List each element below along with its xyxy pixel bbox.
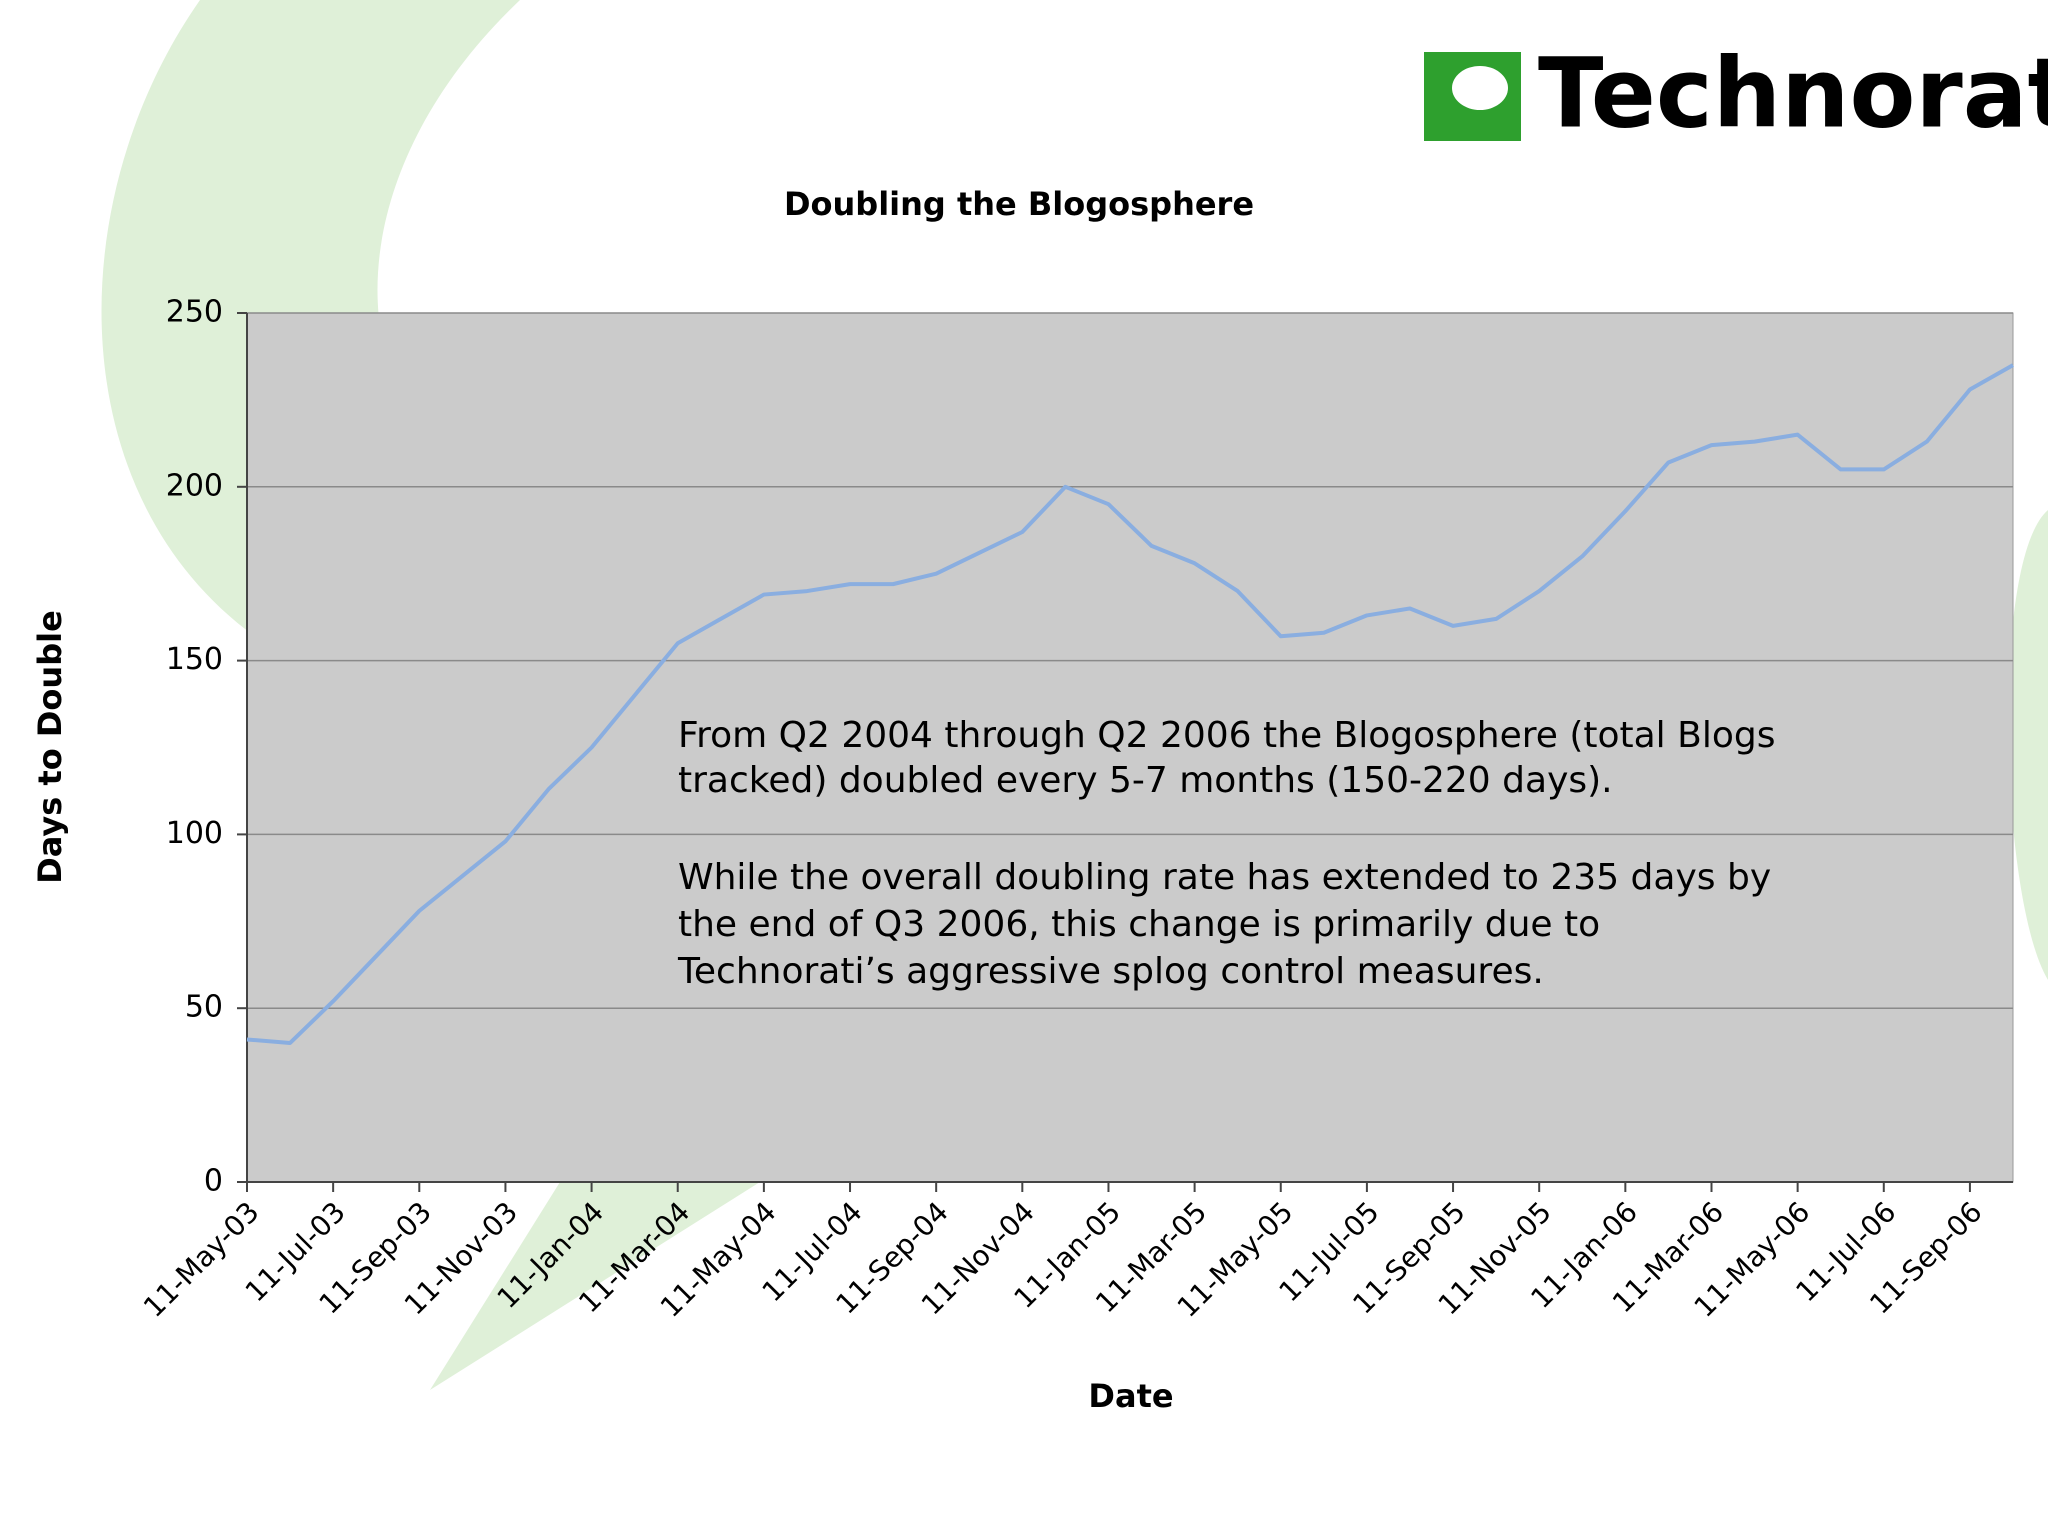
y-tick-label: 100	[166, 816, 223, 851]
background-arc	[430, 1182, 760, 1390]
annotation: Technorati’s aggressive splog control me…	[677, 951, 1544, 992]
y-tick-label: 150	[166, 642, 223, 677]
data-line	[246, 363, 2014, 1045]
y-tick-label: 50	[185, 990, 223, 1025]
annotation: tracked) doubled every 5-7 months (150-2…	[678, 760, 1613, 801]
x-tick-label: 11-May-03	[137, 1195, 266, 1324]
annotation: the end of Q3 2006, this change is prima…	[678, 904, 1600, 945]
logo-text: Technorati	[1538, 37, 2048, 149]
annotation: From Q2 2004 through Q2 2006 the Blogosp…	[678, 715, 1775, 756]
y-tick-label: 250	[166, 295, 223, 330]
y-tick-label: 0	[204, 1164, 223, 1199]
x-axis-label: Date	[1088, 1377, 1173, 1415]
chart-title: Doubling the Blogosphere	[784, 185, 1254, 223]
background-arc	[2008, 510, 2048, 980]
y-axis-label: Days to Double	[31, 610, 69, 884]
logo-icon	[1452, 66, 1508, 110]
y-tick-label: 200	[166, 468, 223, 503]
annotation: While the overall doubling rate has exte…	[678, 857, 1771, 898]
plot-area	[246, 312, 2014, 1183]
